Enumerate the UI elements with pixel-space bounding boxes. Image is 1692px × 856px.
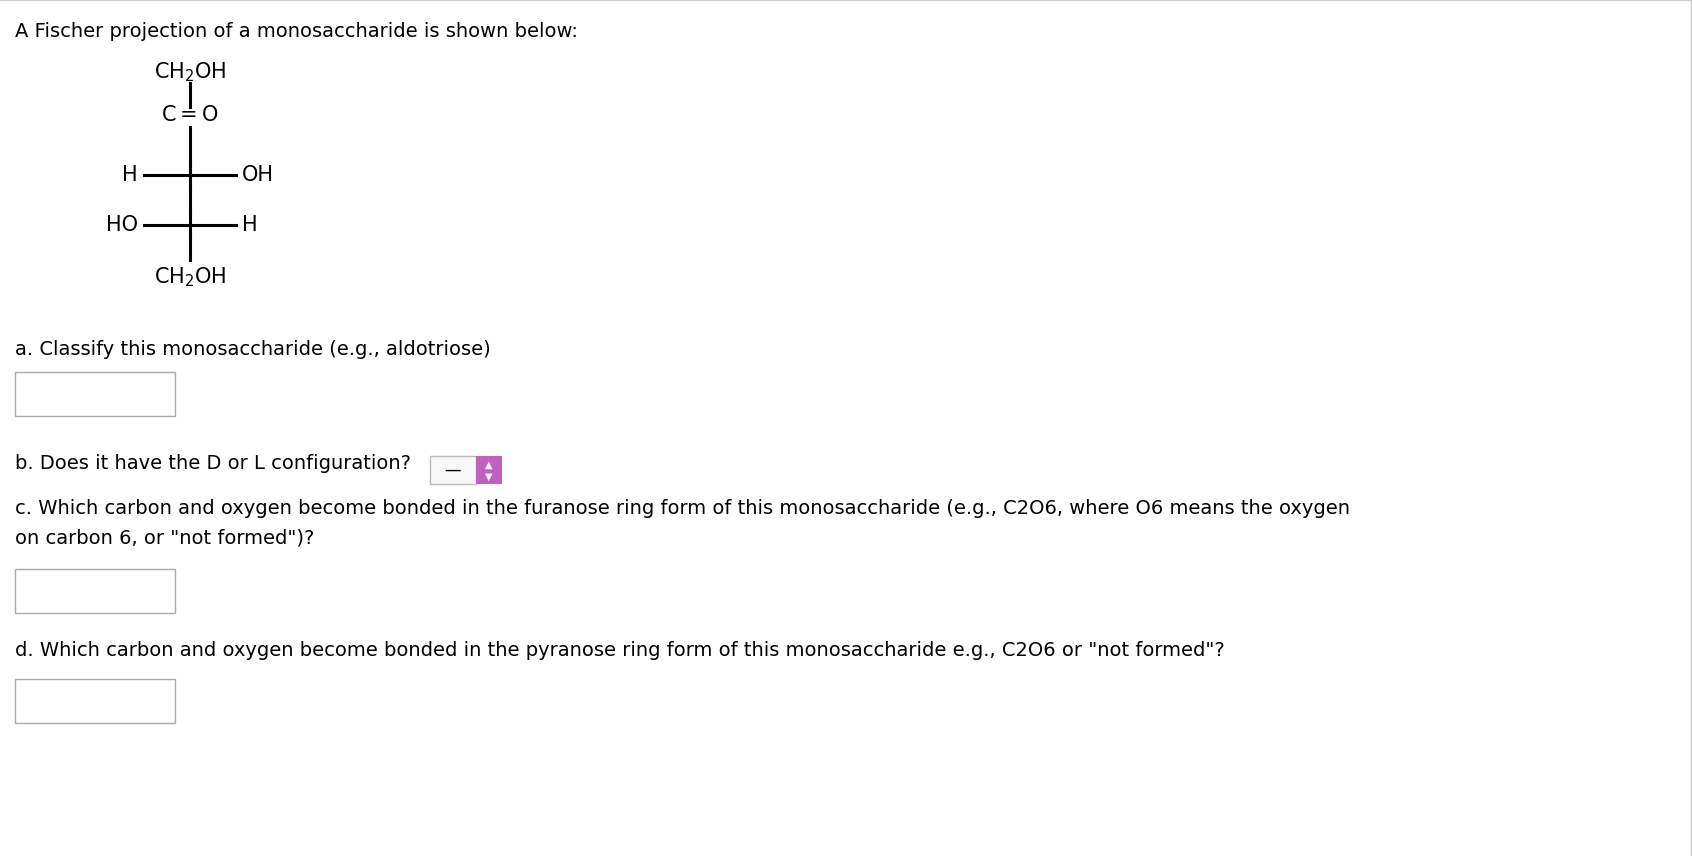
Text: a. Classify this monosaccharide (e.g., aldotriose): a. Classify this monosaccharide (e.g., a… xyxy=(15,340,491,359)
Text: HO: HO xyxy=(107,215,139,235)
Text: H: H xyxy=(122,165,139,185)
Text: H: H xyxy=(242,215,257,235)
Text: ▲: ▲ xyxy=(486,460,492,469)
Bar xyxy=(15,569,174,613)
Text: OH: OH xyxy=(242,165,274,185)
Text: b. Does it have the D or L configuration?: b. Does it have the D or L configuration… xyxy=(15,454,411,473)
Text: c. Which carbon and oxygen become bonded in the furanose ring form of this monos: c. Which carbon and oxygen become bonded… xyxy=(15,499,1350,518)
Text: d. Which carbon and oxygen become bonded in the pyranose ring form of this monos: d. Which carbon and oxygen become bonded… xyxy=(15,641,1225,660)
Bar xyxy=(15,679,174,723)
Text: $\mathregular{CH_2OH}$: $\mathregular{CH_2OH}$ xyxy=(154,60,227,84)
Text: on carbon 6, or "not formed")?: on carbon 6, or "not formed")? xyxy=(15,529,315,548)
Bar xyxy=(15,372,174,416)
Text: A Fischer projection of a monosaccharide is shown below:: A Fischer projection of a monosaccharide… xyxy=(15,22,579,41)
Text: ▼: ▼ xyxy=(486,472,492,482)
Text: $\mathregular{C{=}O}$: $\mathregular{C{=}O}$ xyxy=(161,105,218,125)
Text: $\mathregular{CH_2OH}$: $\mathregular{CH_2OH}$ xyxy=(154,265,227,288)
Bar xyxy=(430,456,475,484)
Text: —: — xyxy=(445,461,462,479)
Bar xyxy=(475,456,503,484)
